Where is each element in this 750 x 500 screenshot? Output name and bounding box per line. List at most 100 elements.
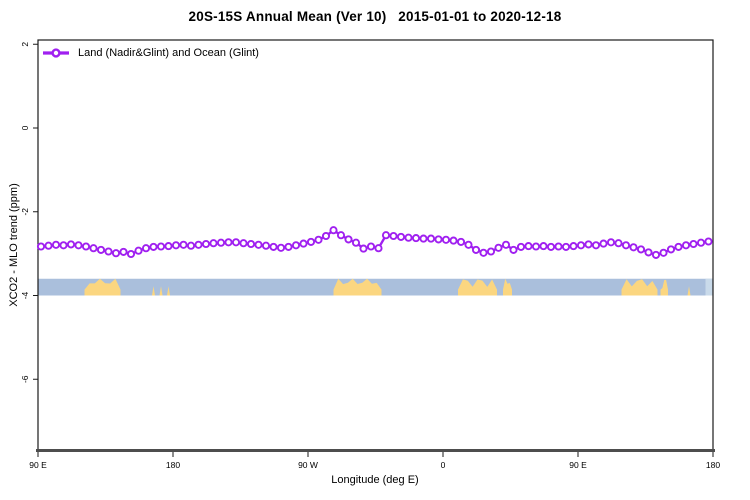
data-point — [344, 235, 353, 244]
legend-marker-icon — [43, 48, 69, 58]
data-point — [359, 244, 368, 253]
data-point — [201, 239, 211, 249]
data-point — [479, 248, 488, 257]
y-tick-label: -2 — [20, 208, 30, 216]
data-point — [291, 241, 301, 250]
x-tick-label: 180 — [166, 460, 180, 470]
data-point — [524, 242, 533, 251]
data-point — [134, 246, 143, 255]
data-point — [239, 239, 248, 248]
data-point — [389, 231, 398, 241]
data-point — [351, 238, 361, 247]
shallow-band-segment — [705, 278, 713, 296]
data-point — [659, 248, 668, 257]
data-point — [456, 237, 466, 246]
data-point — [584, 240, 593, 249]
data-point — [216, 238, 226, 247]
land-segment — [458, 279, 497, 296]
data-point — [494, 243, 503, 252]
data-point — [554, 242, 563, 251]
data-point — [224, 238, 233, 247]
data-point — [74, 241, 83, 250]
data-point — [689, 239, 698, 249]
x-axis-label: Longitude (deg E) — [331, 474, 419, 486]
data-point — [464, 240, 473, 249]
y-tick-label: 0 — [20, 125, 30, 130]
data-point — [314, 235, 323, 244]
x-tick-label: 180 — [706, 460, 720, 470]
data-point — [111, 249, 121, 258]
data-point — [276, 243, 286, 252]
data-point — [179, 240, 188, 249]
data-point — [591, 241, 601, 250]
data-point — [186, 241, 196, 250]
data-point — [141, 244, 151, 253]
data-point — [426, 234, 436, 243]
legend-label: Land (Nadir&Glint) and Ocean (Glint) — [78, 47, 259, 59]
data-point — [126, 249, 136, 259]
data-point — [306, 237, 316, 246]
island-segment — [159, 286, 163, 296]
data-point — [666, 245, 676, 254]
data-point — [194, 240, 203, 249]
data-point — [66, 240, 76, 249]
data-point — [89, 244, 98, 253]
data-point — [599, 239, 608, 248]
data-point — [696, 238, 706, 247]
data-point — [501, 240, 511, 249]
data-point — [404, 233, 413, 242]
data-point — [441, 235, 451, 244]
data-point — [299, 239, 308, 248]
data-point — [636, 245, 646, 254]
chart-title: 20S-15S Annual Mean (Ver 10) 2015-01-01 … — [188, 9, 562, 24]
data-point — [614, 239, 623, 248]
island-segment — [167, 286, 170, 296]
data-point — [651, 250, 661, 259]
x-tick-label: 90 W — [298, 460, 318, 470]
data-point — [36, 242, 46, 251]
data-point — [576, 241, 586, 250]
data-point — [81, 242, 91, 251]
data-point — [366, 242, 376, 251]
y-tick-label: 2 — [20, 42, 30, 47]
data-point — [104, 247, 113, 256]
data-point — [246, 239, 256, 249]
data-point — [629, 243, 638, 252]
legend: Land (Nadir&Glint) and Ocean (Glint) — [42, 47, 259, 59]
land-segment — [84, 278, 121, 296]
data-point — [531, 242, 541, 251]
data-point — [381, 231, 391, 240]
data-point — [704, 237, 713, 246]
data-point — [51, 240, 61, 249]
data-point — [254, 240, 263, 249]
data-point — [164, 242, 173, 251]
data-point — [171, 241, 181, 250]
data-point — [96, 245, 106, 254]
data-point — [209, 239, 218, 248]
x-tick-label: 90 E — [29, 460, 47, 470]
data-point — [674, 242, 683, 251]
data-point — [434, 235, 443, 244]
data-point — [419, 234, 428, 243]
data-point — [329, 226, 338, 235]
data-point — [261, 241, 271, 250]
data-point — [59, 241, 68, 250]
data-point — [374, 244, 383, 253]
island-segment — [152, 286, 155, 296]
data-point — [321, 231, 331, 241]
x-tick-label: 0 — [441, 460, 446, 470]
data-point — [681, 241, 691, 250]
land-segment — [503, 278, 512, 296]
island-segment — [687, 286, 691, 296]
data-point — [569, 242, 578, 251]
data-point — [606, 238, 616, 247]
data-point — [449, 236, 458, 245]
data-point — [546, 242, 556, 251]
data-point — [471, 245, 481, 254]
x-tick-label: 90 E — [569, 460, 587, 470]
data-point — [284, 242, 293, 251]
data-point — [411, 234, 421, 243]
land-segment — [660, 279, 668, 296]
